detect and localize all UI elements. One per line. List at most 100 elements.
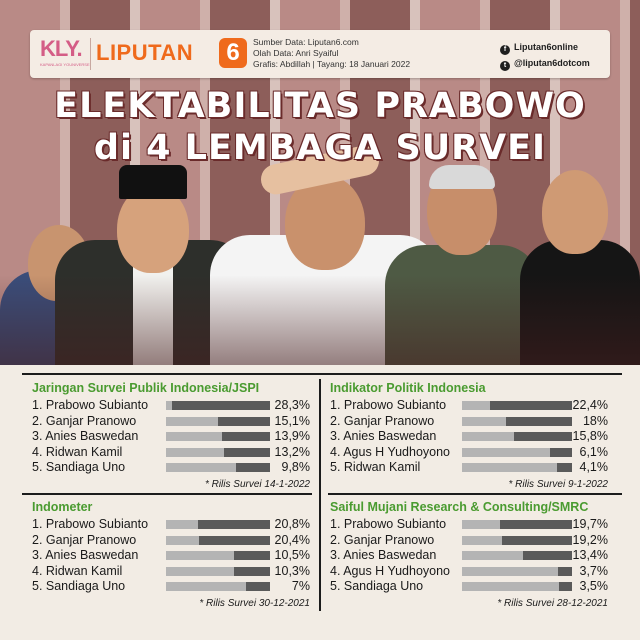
survey-row: 5. Ridwan Kamil 4,1% (330, 460, 608, 475)
candidate-name: 1. Prabowo Subianto (330, 517, 447, 531)
candidate-name: 4. Ridwan Kamil (32, 563, 123, 578)
twitter-icon: t (500, 61, 510, 71)
facebook-link[interactable]: f Liputan6online (500, 39, 590, 55)
bar-value-label: 19,7% (572, 517, 608, 531)
bar-track (166, 582, 270, 592)
bar-value-label: 10,3% (274, 563, 310, 578)
bar (197, 520, 270, 529)
bar (234, 566, 270, 576)
bar (245, 582, 270, 592)
bar-value-label: 18% (582, 413, 608, 428)
bar (499, 520, 572, 529)
release-note: * Rilis Survei 9-1-2022 (508, 479, 609, 490)
candidate-name: 1. Prabowo Subianto (330, 398, 447, 412)
bar-value-label: 19,2% (572, 532, 608, 547)
source-text: Sumber Data: Liputan6.com (253, 37, 359, 47)
candidate-name: 4. Ridwan Kamil (32, 444, 123, 459)
survey-row: 1. Prabowo Subianto 22,4% (330, 398, 608, 413)
panel-middle-rule-right (328, 493, 622, 495)
bar-track (166, 463, 270, 473)
bar (556, 463, 572, 473)
bar-value-label: 7% (291, 579, 310, 594)
bar-track (462, 566, 572, 576)
candidate-name: 2. Ganjar Pranowo (330, 413, 435, 428)
candidate-name: 3. Anies Baswedan (32, 548, 139, 563)
bar-value-label: 3,7% (579, 563, 609, 578)
credits: Sumber Data: Liputan6.com Olah Data: Anr… (253, 37, 410, 70)
panel-vertical-rule (319, 379, 321, 611)
title-line-1: ELEKTABILITAS PRABOWO (54, 86, 586, 126)
brand-logo: LIPUTAN (96, 40, 194, 65)
release-note: * Rilis Survei 28-12-2021 (497, 598, 608, 609)
bar-track (166, 432, 270, 442)
bar (217, 416, 270, 426)
release-note: * Rilis Survei 30-12-2021 (199, 598, 310, 609)
bar-value-label: 13,4% (572, 548, 608, 563)
facebook-handle: Liputan6online (514, 42, 578, 52)
bar-value-label: 15,8% (572, 429, 608, 444)
survey-panel: Jaringan Survei Publik Indonesia/JSPI 1. … (0, 365, 640, 640)
bar (221, 432, 270, 442)
bar (559, 582, 572, 592)
bar (558, 566, 572, 576)
survey-row: 1. Prabowo Subianto 20,8% (32, 517, 310, 532)
candidate-name: 3. Anies Baswedan (330, 429, 437, 444)
facebook-icon: f (500, 45, 510, 55)
survey-row: 2. Ganjar Pranowo 20,4% (32, 533, 310, 548)
survey-row: 5. Sandiaga Uno 3,5% (330, 579, 608, 594)
candidate-name: 5. Sandiaga Uno (330, 579, 424, 594)
bar-track (166, 566, 270, 576)
candidate-name: 2. Ganjar Pranowo (32, 413, 137, 428)
person-illustration-4 (385, 165, 540, 365)
candidate-name: 2. Ganjar Pranowo (330, 532, 435, 547)
bar-track (462, 551, 572, 561)
bar (233, 551, 270, 561)
survey-row: 3. Anies Baswedan 15,8% (330, 429, 608, 444)
bar (199, 535, 270, 545)
bar-value-label: 6,1% (579, 444, 609, 459)
brand-number-badge: 6 (219, 38, 247, 68)
bar-value-label: 9,8% (281, 460, 311, 475)
bar-value-label: 20,8% (274, 517, 310, 531)
bar-value-label: 4,1% (579, 460, 609, 475)
twitter-link[interactable]: t @liputan6dotcom (500, 55, 590, 71)
bar (514, 432, 572, 442)
bar-value-label: 13,2% (274, 444, 310, 459)
release-note: * Rilis Survei 14-1-2022 (204, 479, 310, 490)
bar-value-label: 3,5% (579, 579, 609, 594)
twitter-handle: @liputan6dotcom (514, 58, 590, 68)
candidate-name: 5. Ridwan Kamil (330, 460, 421, 475)
bar (224, 447, 270, 457)
bar-track (462, 463, 572, 473)
candidate-name: 3. Anies Baswedan (330, 548, 437, 563)
bar (522, 551, 572, 561)
hero-banner: KLY. KAPANLAGI YOUNIVERSE LIPUTAN 6 Sumb… (0, 0, 640, 365)
editor-text: Olah Data: Anri Syaiful (253, 48, 339, 58)
bar-value-label: 22,4% (572, 398, 608, 412)
candidate-name: 5. Sandiaga Uno (32, 579, 126, 594)
candidate-name: 1. Prabowo Subianto (32, 517, 149, 531)
survey-row: 4. Agus H Yudhoyono 6,1% (330, 445, 608, 460)
header-bar: KLY. KAPANLAGI YOUNIVERSE LIPUTAN 6 Sumb… (30, 30, 610, 78)
survey-row: 5. Sandiaga Uno 7% (32, 579, 310, 594)
survey-row: 1. Prabowo Subianto 28,3% (32, 398, 310, 413)
bar-track (166, 447, 270, 457)
bar (549, 447, 572, 457)
bar-value-label: 10,5% (274, 548, 310, 563)
survey-title: Indometer (32, 500, 93, 514)
survey-row: 2. Ganjar Pranowo 19,2% (330, 533, 608, 548)
bar (501, 535, 572, 545)
kly-tagline: KAPANLAGI YOUNIVERSE (40, 62, 90, 67)
candidate-name: 3. Anies Baswedan (32, 429, 139, 444)
survey-row: 2. Ganjar Pranowo 18% (330, 414, 608, 429)
bar-track (462, 582, 572, 592)
panel-top-rule (22, 373, 622, 375)
candidate-name: 4. Agus H Yudhoyono (330, 444, 451, 459)
bar-track (166, 551, 270, 561)
candidate-name: 4. Agus H Yudhoyono (330, 563, 451, 578)
kly-logo: KLY. (40, 36, 83, 61)
panel-middle-rule-left (22, 493, 312, 495)
survey-row: 3. Anies Baswedan 10,5% (32, 548, 310, 563)
survey-title: Indikator Politik Indonesia (330, 381, 486, 395)
bar (506, 416, 572, 426)
